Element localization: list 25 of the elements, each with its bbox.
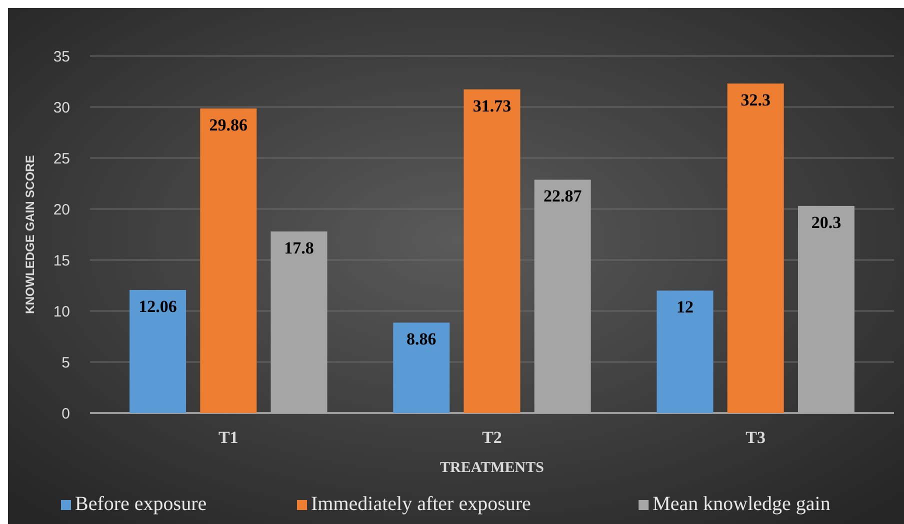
x-tick-label: T2	[482, 428, 502, 447]
data-label: 12	[676, 298, 694, 317]
y-tick-label: 5	[62, 354, 70, 372]
data-label: 29.86	[209, 115, 248, 134]
data-label: 20.3	[811, 212, 842, 232]
legend-label: Mean knowledge gain	[652, 493, 830, 515]
legend-label: Immediately after exposure	[311, 493, 532, 515]
y-tick-label: 0	[62, 405, 70, 422]
x-tick-label: T1	[218, 428, 238, 447]
y-tick-label: 30	[53, 99, 70, 116]
data-label: 8.86	[406, 330, 436, 349]
data-label: 32.3	[740, 90, 770, 110]
data-label: 17.8	[284, 238, 314, 258]
y-tick-label: 25	[53, 150, 70, 168]
legend-label: Before exposure	[75, 493, 207, 515]
y-tick-label: 15	[53, 252, 70, 270]
y-axis-title: KNOWLEDGE GAIN SCORE	[23, 155, 37, 314]
data-label: 12.06	[138, 296, 177, 316]
y-tick-label: 10	[53, 303, 70, 320]
data-label: 22.87	[543, 186, 582, 206]
x-tick-label: T3	[746, 428, 766, 447]
y-tick-label: 20	[53, 201, 70, 218]
y-tick-label: 35	[53, 48, 70, 66]
x-axis-title: TREATMENTS	[440, 460, 544, 476]
data-label: 31.73	[472, 96, 512, 116]
